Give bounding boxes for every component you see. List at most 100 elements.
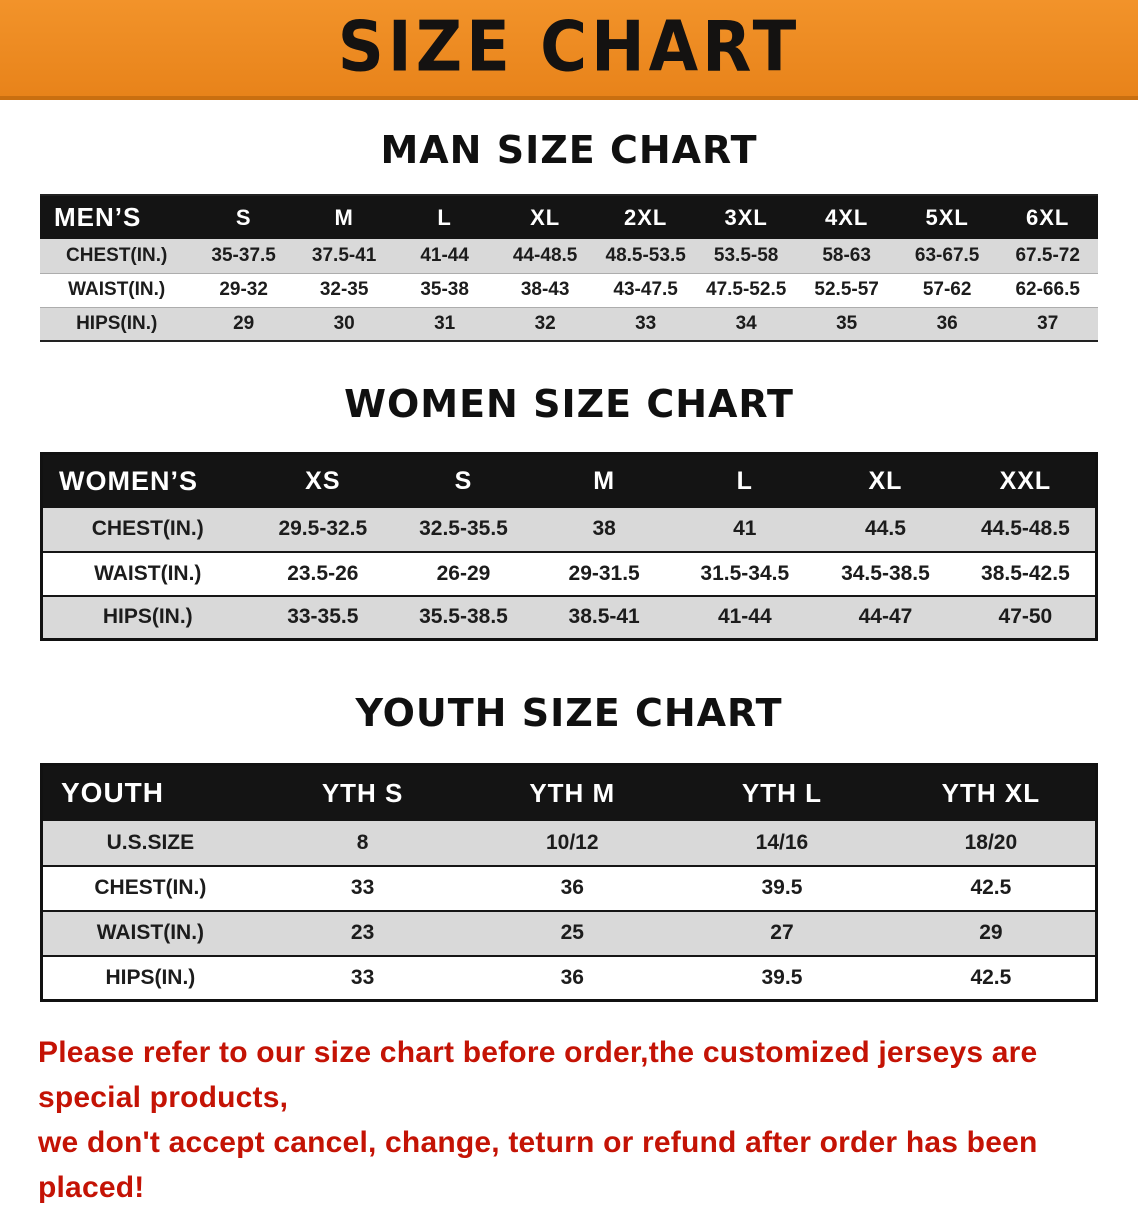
size-value: 44.5-48.5 — [955, 507, 1097, 552]
size-value: 36 — [896, 307, 998, 341]
size-value: 38.5-41 — [533, 595, 675, 640]
size-column-header: XS — [252, 453, 394, 508]
row-label: HIPS(IN.) — [40, 307, 194, 341]
row-label: CHEST(IN.) — [40, 239, 194, 273]
size-table: YOUTH YTH S YTH M YTH L YTH XL U.S.SIZE 8 10/12… — [40, 763, 1098, 1002]
table-corner-label: YOUTH — [41, 764, 258, 821]
size-value: 37 — [997, 307, 1098, 341]
size-value: 34 — [695, 307, 797, 341]
size-value: 44-48.5 — [494, 239, 596, 273]
table-row: U.S.SIZE 8 10/12 14/16 18/20 — [41, 820, 1097, 866]
man-size-chart-section: MAN SIZE CHART MEN’S S M L XL 2XL 3XL 4XL 5XL 6XL… — [0, 128, 1138, 342]
size-value: 25 — [467, 910, 678, 956]
row-label: HIPS(IN.) — [41, 955, 258, 1001]
size-value: 35.5-38.5 — [393, 595, 534, 640]
size-value: 41 — [674, 507, 816, 552]
table-row: HIPS(IN.) 33 36 39.5 42.5 — [41, 955, 1097, 1001]
youth-size-chart-section: YOUTH SIZE CHART YOUTH YTH S YTH M YTH L YTH… — [0, 691, 1138, 1002]
size-value: 39.5 — [677, 865, 887, 911]
size-value: 32.5-35.5 — [393, 507, 534, 552]
size-value: 58-63 — [796, 239, 897, 273]
size-value: 41-44 — [674, 595, 816, 640]
size-value: 38 — [533, 507, 675, 552]
size-chart-banner: SIZE CHART — [0, 0, 1138, 100]
youth-size-chart-heading: YOUTH SIZE CHART — [355, 691, 783, 735]
size-column-header: 3XL — [695, 195, 797, 239]
size-value: 42.5 — [886, 865, 1097, 911]
size-value: 33-35.5 — [252, 595, 394, 640]
size-value: 29.5-32.5 — [252, 507, 394, 552]
size-column-header: 2XL — [595, 195, 696, 239]
size-table: WOMEN’S XS S M L XL XXL CHEST(IN.) 29.5-32.5 32.5… — [40, 452, 1098, 641]
table-row: WAIST(IN.) 23 25 27 29 — [41, 910, 1097, 956]
women-size-chart-heading: WOMEN SIZE CHART — [344, 382, 794, 426]
size-column-header: YTH XL — [886, 764, 1097, 821]
size-column-header: L — [674, 453, 816, 508]
table-row: CHEST(IN.) 35-37.5 37.5-41 41-44 44-48.5 48.5… — [40, 239, 1098, 273]
man-size-chart-heading: MAN SIZE CHART — [380, 128, 758, 172]
size-value: 47-50 — [955, 595, 1097, 640]
disclaimer-text: Please refer to our size chart before or… — [38, 1030, 1100, 1210]
size-value: 23 — [257, 910, 468, 956]
size-value: 29-31.5 — [533, 551, 675, 596]
size-value: 39.5 — [677, 955, 887, 1001]
youth-size-table: YOUTH YTH S YTH M YTH L YTH XL U.S.SIZE 8 10/12… — [40, 763, 1098, 1002]
women-size-chart-section: WOMEN SIZE CHART WOMEN’S XS S M L XL XXL CHEST(… — [0, 382, 1138, 641]
size-value: 33 — [257, 865, 468, 911]
size-value: 44.5 — [815, 507, 956, 552]
size-column-header: S — [393, 453, 534, 508]
disclaimer-line-2: we don't accept cancel, change, teturn o… — [38, 1126, 1038, 1204]
size-value: 38-43 — [494, 273, 596, 307]
size-column-header: YTH L — [677, 764, 887, 821]
size-value: 18/20 — [886, 820, 1097, 866]
size-value: 41-44 — [394, 239, 495, 273]
size-column-header: YTH M — [467, 764, 678, 821]
table-header-row: WOMEN’S XS S M L XL XXL — [41, 453, 1097, 508]
size-column-header: XL — [815, 453, 956, 508]
table-row: CHEST(IN.) 33 36 39.5 42.5 — [41, 865, 1097, 911]
size-value: 30 — [293, 307, 395, 341]
size-value: 48.5-53.5 — [595, 239, 696, 273]
table-row: HIPS(IN.) 29 30 31 32 33 34 35 36 37 — [40, 307, 1098, 341]
size-column-header: L — [394, 195, 495, 239]
size-value: 29 — [193, 307, 294, 341]
table-row: WAIST(IN.) 23.5-26 26-29 29-31.5 31.5-34.5 34… — [41, 551, 1097, 596]
size-value: 42.5 — [886, 955, 1097, 1001]
disclaimer-line-1: Please refer to our size chart before or… — [38, 1036, 1038, 1114]
size-value: 38.5-42.5 — [955, 551, 1097, 596]
size-value: 33 — [257, 955, 468, 1001]
table-corner-label: MEN’S — [40, 195, 194, 239]
size-value: 8 — [257, 820, 468, 866]
size-value: 26-29 — [393, 551, 534, 596]
size-value: 36 — [467, 865, 678, 911]
size-value: 31 — [394, 307, 495, 341]
size-value: 32-35 — [293, 273, 395, 307]
mens-size-table: MEN’S S M L XL 2XL 3XL 4XL 5XL 6XL CHEST(IN.) 35-37… — [40, 194, 1098, 342]
size-value: 27 — [677, 910, 887, 956]
size-value: 23.5-26 — [252, 551, 394, 596]
row-label: CHEST(IN.) — [41, 507, 253, 552]
row-label: WAIST(IN.) — [41, 910, 258, 956]
table-row: HIPS(IN.) 33-35.5 35.5-38.5 38.5-41 41-44 44-… — [41, 595, 1097, 640]
size-value: 62-66.5 — [997, 273, 1098, 307]
row-label: HIPS(IN.) — [41, 595, 253, 640]
size-column-header: XXL — [955, 453, 1097, 508]
row-label: WAIST(IN.) — [40, 273, 194, 307]
size-value: 44-47 — [815, 595, 956, 640]
table-corner-label: WOMEN’S — [41, 453, 253, 508]
size-value: 35-38 — [394, 273, 495, 307]
size-value: 43-47.5 — [595, 273, 696, 307]
row-label: CHEST(IN.) — [41, 865, 258, 911]
table-header-row: MEN’S S M L XL 2XL 3XL 4XL 5XL 6XL — [40, 195, 1098, 239]
size-value: 34.5-38.5 — [815, 551, 956, 596]
size-table: MEN’S S M L XL 2XL 3XL 4XL 5XL 6XL CHEST(IN.) 35-37… — [40, 194, 1098, 342]
size-value: 57-62 — [896, 273, 998, 307]
size-column-header: 6XL — [997, 195, 1098, 239]
size-column-header: XL — [494, 195, 596, 239]
size-value: 35-37.5 — [193, 239, 294, 273]
size-value: 53.5-58 — [695, 239, 797, 273]
size-value: 31.5-34.5 — [674, 551, 816, 596]
table-header-row: YOUTH YTH S YTH M YTH L YTH XL — [41, 764, 1097, 821]
row-label: U.S.SIZE — [41, 820, 258, 866]
table-row: WAIST(IN.) 29-32 32-35 35-38 38-43 43-47.5 47.… — [40, 273, 1098, 307]
